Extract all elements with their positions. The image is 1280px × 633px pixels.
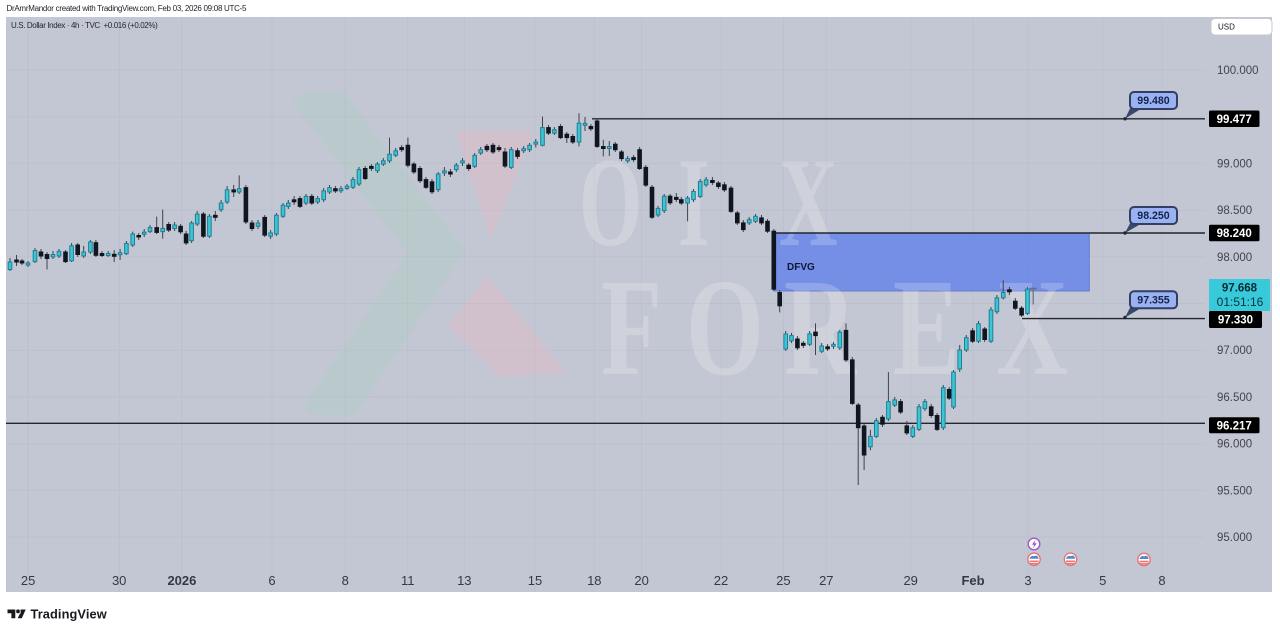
svg-text:X: X (996, 251, 1068, 405)
svg-text:E: E (893, 251, 960, 405)
svg-text:97.000: 97.000 (1217, 345, 1252, 357)
svg-text:O: O (686, 251, 764, 405)
svg-text:22: 22 (714, 573, 728, 588)
svg-text:98.250: 98.250 (1137, 210, 1170, 222)
svg-text:97.330: 97.330 (1218, 315, 1253, 327)
svg-text:O: O (579, 133, 642, 274)
svg-text:20: 20 (634, 573, 648, 588)
svg-text:96.000: 96.000 (1217, 439, 1252, 451)
svg-text:98.500: 98.500 (1217, 205, 1252, 217)
svg-text:8: 8 (1158, 573, 1165, 588)
svg-text:29: 29 (903, 573, 917, 588)
svg-text:15: 15 (528, 573, 542, 588)
svg-text:97.355: 97.355 (1137, 294, 1170, 306)
svg-text:99.477: 99.477 (1217, 114, 1252, 126)
svg-text:11: 11 (401, 573, 415, 588)
svg-text:30: 30 (112, 573, 126, 588)
svg-text:95.500: 95.500 (1217, 485, 1252, 497)
svg-text:DFVG: DFVG (787, 262, 815, 273)
svg-text:25: 25 (21, 573, 35, 588)
svg-text:95.000: 95.000 (1217, 532, 1252, 544)
svg-text:97.668: 97.668 (1222, 283, 1258, 295)
svg-text:R: R (784, 251, 858, 405)
svg-text:2026: 2026 (167, 573, 196, 588)
svg-text:25: 25 (776, 573, 790, 588)
svg-text:99.000: 99.000 (1217, 158, 1252, 170)
svg-text:98.000: 98.000 (1217, 252, 1252, 264)
svg-text:99.480: 99.480 (1137, 95, 1170, 107)
svg-text:Feb: Feb (961, 573, 984, 588)
svg-text:18: 18 (587, 573, 601, 588)
svg-text:96.217: 96.217 (1217, 421, 1252, 433)
svg-text:TradingView: TradingView (31, 607, 107, 622)
svg-text:5: 5 (1099, 573, 1106, 588)
svg-text:8: 8 (342, 573, 349, 588)
svg-text:F: F (601, 251, 662, 405)
svg-text:01:51:16: 01:51:16 (1217, 295, 1264, 309)
svg-text:USD: USD (1218, 23, 1235, 32)
svg-text:X: X (779, 133, 838, 274)
svg-text:100.000: 100.000 (1217, 65, 1259, 77)
svg-text:98.240: 98.240 (1217, 228, 1252, 240)
svg-text:6: 6 (268, 573, 275, 588)
svg-text:3: 3 (1024, 573, 1031, 588)
svg-text:96.500: 96.500 (1217, 392, 1252, 404)
svg-text:27: 27 (819, 573, 833, 588)
svg-text:13: 13 (457, 573, 471, 588)
